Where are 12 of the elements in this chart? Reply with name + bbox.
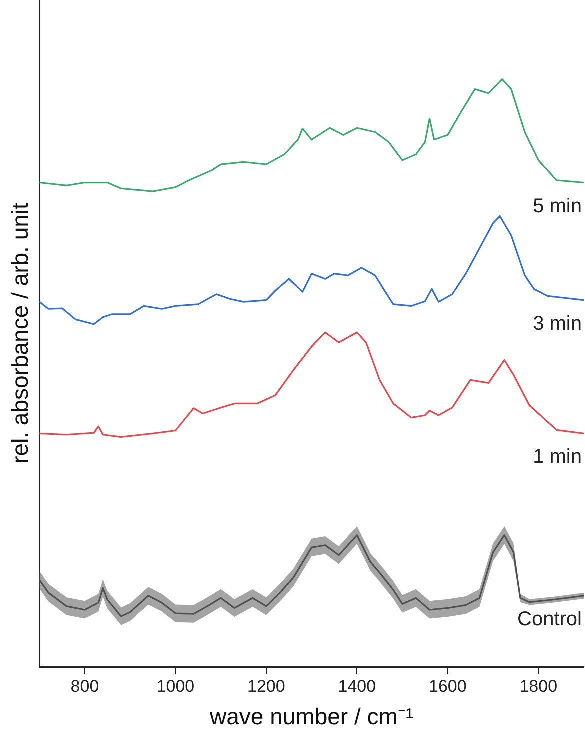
x-tick-label: 800 xyxy=(70,676,100,696)
series-label: 5 min xyxy=(533,195,582,218)
x-tick-label: 1000 xyxy=(156,676,195,696)
series-label: 3 min xyxy=(533,312,582,335)
x-tick-label: 1600 xyxy=(428,676,467,696)
y-axis-title: rel. absorbance / arb. unit xyxy=(7,202,34,464)
x-axis-title: wave number / cm⁻¹ xyxy=(209,704,414,730)
x-tick-label: 1200 xyxy=(248,676,286,696)
series-label: 1 min xyxy=(533,446,582,468)
x-tick-label: 1800 xyxy=(520,676,558,696)
series-label: Control xyxy=(518,608,582,630)
x-tick-label: 1400 xyxy=(338,676,376,696)
